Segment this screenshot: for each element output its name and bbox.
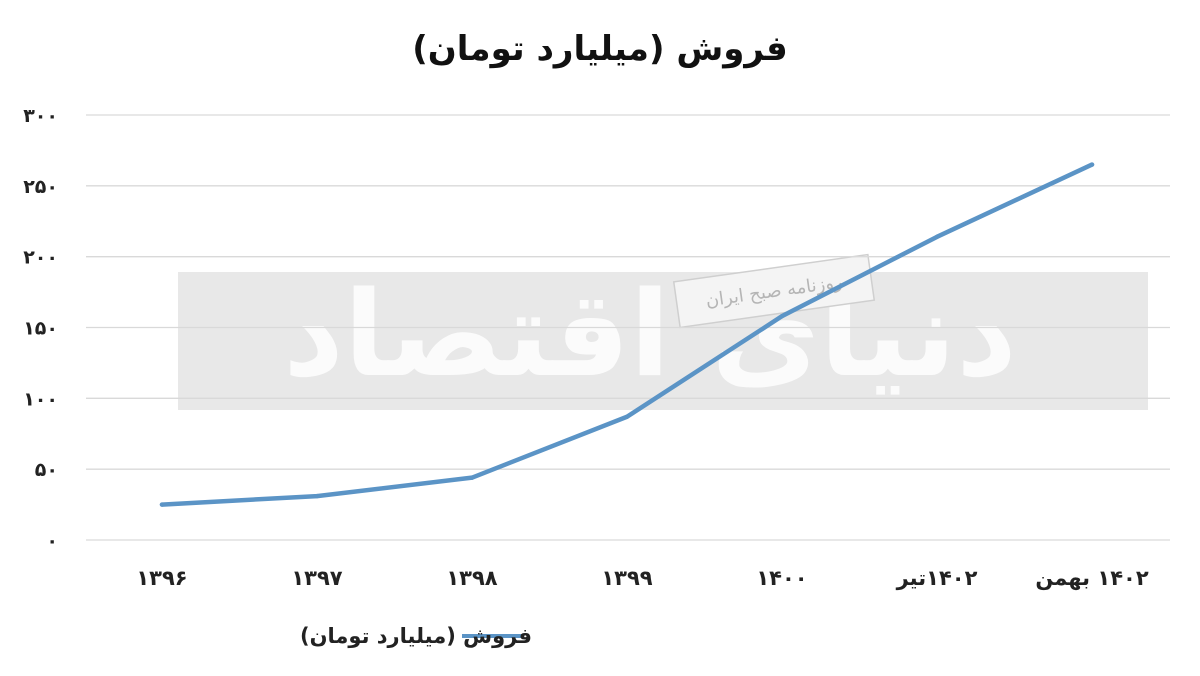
series-layer (159, 162, 1095, 507)
data-point (779, 313, 785, 319)
watermark-stamp (672, 253, 876, 329)
data-point (314, 493, 320, 499)
x-tick-label: ۱۳۹۶ (136, 566, 187, 590)
y-tick-label: ۲۵۰ (23, 176, 58, 198)
watermark-band (178, 272, 1148, 410)
x-tick-label: ۱۳۹۸ (446, 566, 497, 590)
x-tick-label: ۱۳۹۷ (291, 566, 342, 590)
x-axis-ticks: ۱۳۹۶ ۱۳۹۷ ۱۳۹۸ ۱۳۹۹ ۱۴۰۰ ۱۴۰۲تیر ۱۴۰۲ بهمن (136, 566, 1148, 590)
watermark-logo-text: دنیای اقتصاد (283, 265, 1017, 403)
data-point (1089, 162, 1095, 167)
watermark: دنیای اقتصاد روزنامه صبح ایران (178, 253, 1148, 410)
y-tick-label: ۰ (46, 530, 58, 552)
y-tick-label: ۳۰۰ (23, 105, 58, 127)
y-tick-label: ۱۵۰ (23, 318, 58, 340)
chart-title: فروش (میلیارد تومان) (412, 29, 788, 69)
y-tick-label: ۵۰ (35, 459, 58, 481)
data-point (159, 502, 165, 507)
y-tick-label: ۱۰۰ (23, 388, 58, 410)
x-tick-label: ۱۳۹۹ (601, 566, 652, 590)
legend: فروش (میلیارد تومان) (300, 624, 532, 648)
gridlines (86, 114, 1170, 541)
legend-label: فروش (میلیارد تومان) (300, 624, 532, 648)
x-tick-label: ۱۴۰۰ (756, 566, 807, 590)
x-tick-label: ۱۴۰۲ بهمن (1035, 566, 1148, 590)
data-point (624, 414, 630, 419)
data-point (469, 475, 475, 480)
y-axis-ticks: ۰ ۵۰ ۱۰۰ ۱۵۰ ۲۰۰ ۲۵۰ ۳۰۰ (23, 105, 58, 552)
data-point (934, 234, 940, 240)
y-tick-label: ۲۰۰ (23, 247, 58, 269)
x-tick-label: ۱۴۰۲تیر (896, 566, 978, 590)
